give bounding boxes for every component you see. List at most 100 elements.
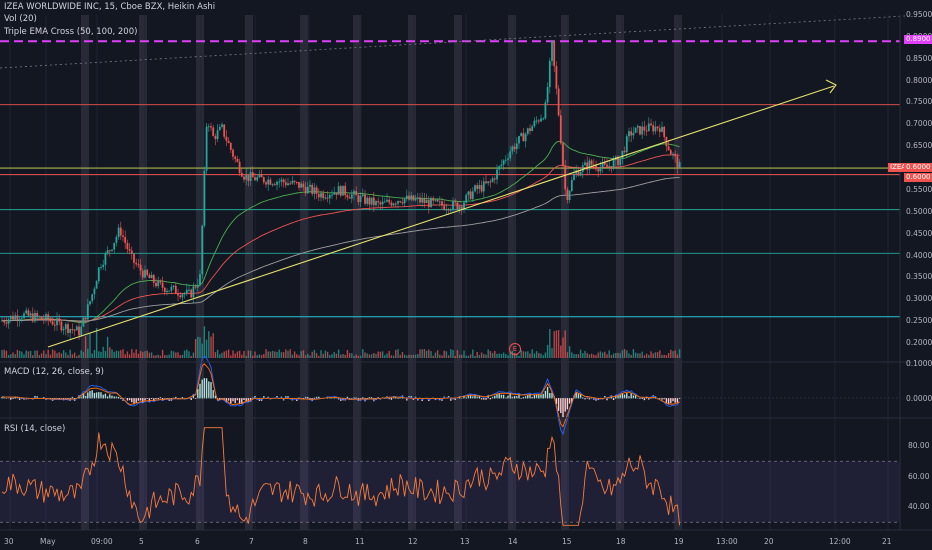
candle-body xyxy=(207,126,210,128)
macd-histogram-bar xyxy=(474,394,476,399)
volume-bar xyxy=(494,350,496,358)
candle-body xyxy=(126,243,129,250)
volume-bar xyxy=(582,353,584,358)
volume-bar xyxy=(359,355,362,358)
volume-bar xyxy=(487,349,489,358)
candle-body xyxy=(463,202,465,209)
candle-body xyxy=(603,162,606,165)
volume-bar xyxy=(150,352,153,358)
volume-bar xyxy=(650,351,652,358)
volume-bar xyxy=(604,351,606,358)
rsi-indicator-label[interactable]: RSI (14, close) xyxy=(4,424,66,434)
candle-body xyxy=(361,194,364,197)
candle-body xyxy=(273,184,276,186)
macd-histogram-bar xyxy=(181,397,184,399)
macd-histogram-bar xyxy=(509,392,511,399)
candle-body xyxy=(60,321,63,331)
candle-body xyxy=(262,177,265,183)
candle-body xyxy=(67,324,69,333)
rsi-tick-label: 80.00 xyxy=(908,441,930,450)
candle-body xyxy=(645,130,648,132)
candle-body xyxy=(144,269,146,278)
macd-histogram-bar xyxy=(351,398,353,399)
candle-body xyxy=(416,197,419,199)
macd-histogram-bar xyxy=(562,398,564,418)
macd-histogram-bar xyxy=(148,398,151,403)
candle-body xyxy=(181,294,184,298)
candle-body xyxy=(163,287,166,293)
volume-bar xyxy=(632,349,635,358)
candle-body xyxy=(590,160,593,165)
macd-histogram-bar xyxy=(377,397,379,399)
candle-body xyxy=(135,262,138,265)
volume-bar xyxy=(619,353,621,358)
volume-bar xyxy=(159,355,162,358)
volume-bar xyxy=(67,355,69,358)
macd-histogram-bar xyxy=(491,396,494,399)
candle-body xyxy=(434,199,437,201)
volume-bar xyxy=(208,331,210,358)
candle-body xyxy=(489,181,492,183)
volume-bar xyxy=(179,355,181,358)
candle-body xyxy=(608,166,611,168)
volume-bar xyxy=(175,352,177,358)
volume-bar xyxy=(293,351,296,358)
candle-body xyxy=(317,193,320,198)
macd-histogram-bar xyxy=(241,398,243,404)
macd-histogram-bar xyxy=(5,398,8,399)
macd-histogram-bar xyxy=(210,382,212,399)
volume-bar xyxy=(522,351,525,358)
volume-bar xyxy=(260,355,263,358)
volume-bar xyxy=(505,353,507,358)
candle-body xyxy=(487,181,490,184)
time-tick-label: 12:00 xyxy=(829,537,851,546)
candle-body xyxy=(62,329,65,331)
candle-body xyxy=(667,146,670,151)
macd-histogram-bar xyxy=(472,396,474,399)
macd-histogram-bar xyxy=(494,395,496,399)
volume-bar xyxy=(87,348,89,358)
volume-bar xyxy=(575,354,577,358)
macd-histogram-bar xyxy=(487,395,489,399)
candle-body xyxy=(419,197,421,203)
level-price-badge: 0.8900 xyxy=(904,35,932,44)
candle-body xyxy=(9,315,12,320)
candle-body xyxy=(559,115,562,144)
time-tick-label: 11 xyxy=(355,537,365,546)
candle-body xyxy=(502,160,505,165)
volume-indicator-label[interactable]: Vol (20) xyxy=(4,14,37,24)
macd-tick-label: 0.1000 xyxy=(906,359,932,368)
candle-body xyxy=(414,198,417,201)
volume-bar xyxy=(124,354,126,358)
volume-bar xyxy=(399,354,401,358)
candle-body xyxy=(12,315,14,320)
volume-bar xyxy=(245,355,247,358)
candle-body xyxy=(159,280,162,283)
volume-bar xyxy=(318,355,320,358)
volume-bar xyxy=(641,351,643,358)
volume-bar xyxy=(661,355,663,358)
volume-bar xyxy=(645,353,648,358)
candle-body xyxy=(216,130,219,140)
macd-histogram-bar xyxy=(621,392,624,399)
macd-histogram-bar xyxy=(315,396,318,399)
macd-histogram-bar xyxy=(133,398,135,405)
earnings-marker[interactable]: E xyxy=(509,343,521,355)
candle-body xyxy=(183,293,186,295)
volume-bar xyxy=(161,349,164,358)
candle-body xyxy=(518,136,520,144)
macd-histogram-bar xyxy=(287,396,289,399)
macd-histogram-bar xyxy=(135,398,137,404)
candle-body xyxy=(150,275,153,279)
macd-indicator-label[interactable]: MACD (12, 26, close, 9) xyxy=(4,367,104,377)
volume-bar xyxy=(395,349,397,358)
volume-bar xyxy=(531,349,533,358)
volume-bar xyxy=(626,350,628,358)
volume-bar xyxy=(146,350,148,358)
ema-indicator-label[interactable]: Triple EMA Cross (50, 100, 200) xyxy=(4,27,138,37)
time-tick-label: 8 xyxy=(303,537,308,546)
candle-body xyxy=(606,164,608,167)
macd-histogram-bar xyxy=(95,392,98,399)
macd-histogram-bar xyxy=(575,392,577,399)
